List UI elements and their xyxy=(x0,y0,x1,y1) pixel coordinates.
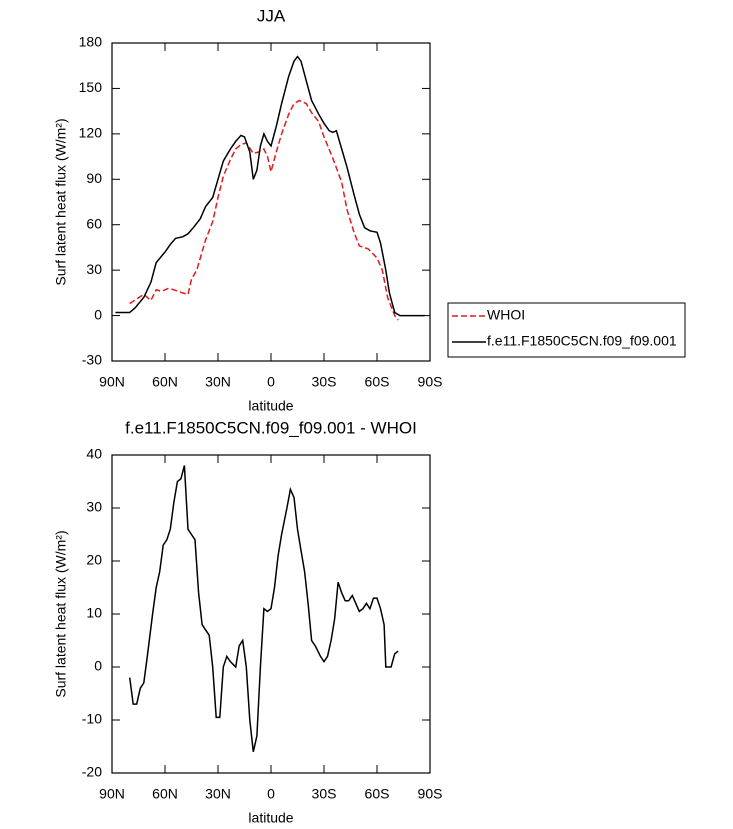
y-tick-label: -10 xyxy=(82,711,102,727)
y-tick-label: 120 xyxy=(79,125,103,141)
y-tick-label: 150 xyxy=(79,79,103,95)
y-tick-label: -20 xyxy=(82,764,102,780)
data-line xyxy=(115,55,425,317)
y-tick-label: 0 xyxy=(94,658,102,674)
y-tick-label: 180 xyxy=(79,34,103,50)
x-tick-label: 90N xyxy=(99,786,125,802)
y-tick-label: 40 xyxy=(86,446,102,462)
legend-label: WHOI xyxy=(487,307,525,323)
legend-label: f.e11.F1850C5CN.f09_f09.001 xyxy=(487,333,677,349)
x-tick-label: 0 xyxy=(267,786,275,802)
y-tick-label: 0 xyxy=(94,306,102,322)
y-tick-label: 90 xyxy=(86,170,102,186)
y-tick-label: 20 xyxy=(86,552,102,568)
x-tick-label: 0 xyxy=(267,374,275,390)
x-tick-label: 60N xyxy=(152,374,178,390)
x-tick-label: 90N xyxy=(99,374,125,390)
data-line xyxy=(129,99,399,321)
x-tick-label: 90S xyxy=(418,786,443,802)
legend-box xyxy=(447,302,686,358)
y-axis-label: Surf latent heat flux (W/m²) xyxy=(53,530,69,697)
y-tick-label: -30 xyxy=(82,352,102,368)
y-tick-label: 60 xyxy=(86,215,102,231)
x-tick-label: 60S xyxy=(365,786,390,802)
x-axis-label: latitude xyxy=(248,398,293,414)
plot-frame xyxy=(111,42,431,362)
x-tick-label: 30N xyxy=(205,374,231,390)
data-line xyxy=(128,465,399,752)
x-tick-label: 90S xyxy=(418,374,443,390)
x-tick-label: 60N xyxy=(152,786,178,802)
x-tick-label: 30S xyxy=(312,374,337,390)
y-tick-label: 30 xyxy=(86,499,102,515)
y-axis-label: Surf latent heat flux (W/m²) xyxy=(53,118,69,285)
x-tick-label: 30N xyxy=(205,786,231,802)
x-tick-label: 30S xyxy=(312,786,337,802)
y-tick-label: 30 xyxy=(86,261,102,277)
x-axis-label: latitude xyxy=(248,810,293,826)
x-tick-label: 60S xyxy=(365,374,390,390)
plot-frame xyxy=(111,454,431,774)
y-tick-label: 10 xyxy=(86,605,102,621)
chart-title: JJA xyxy=(257,6,286,25)
chart-title: f.e11.F1850C5CN.f09_f09.001 - WHOI xyxy=(125,418,417,437)
